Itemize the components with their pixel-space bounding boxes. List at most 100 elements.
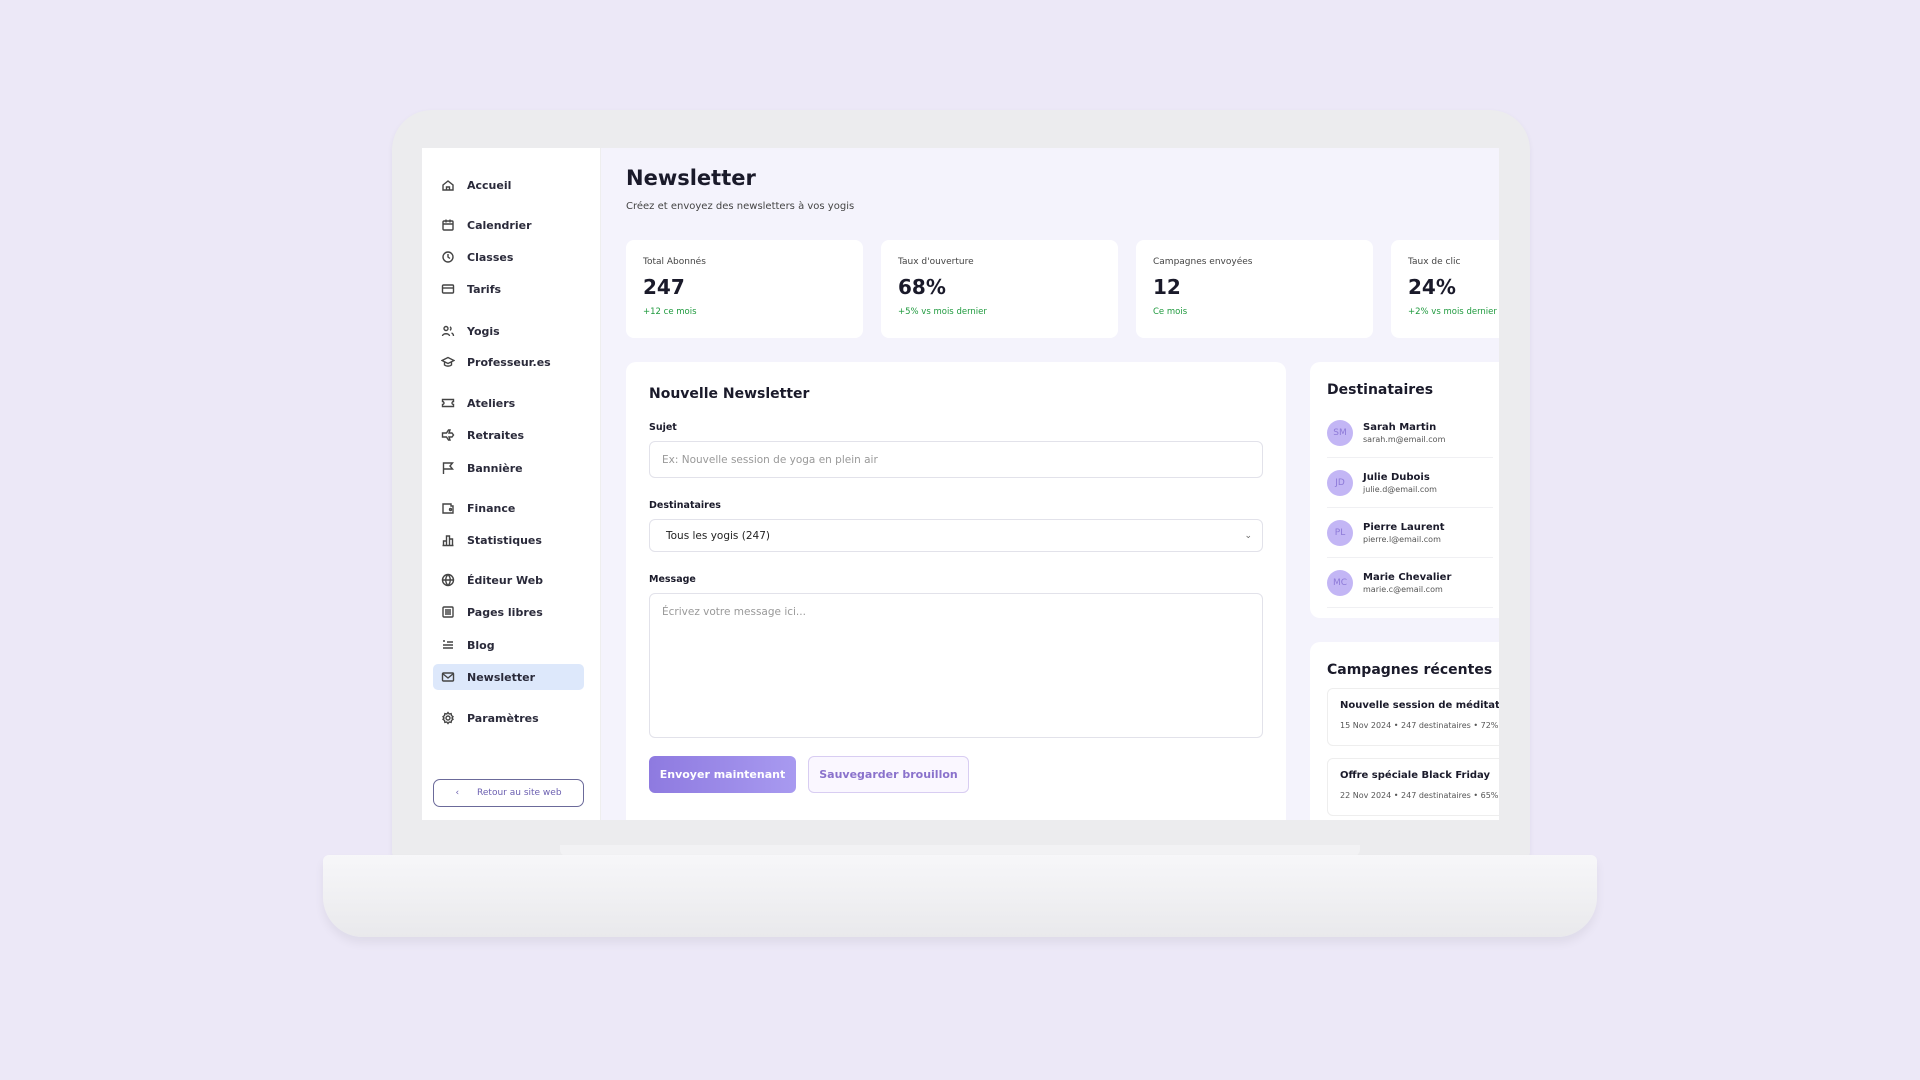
avatar: MC: [1327, 569, 1353, 596]
sidebar-item-param-tres[interactable]: Paramètres: [433, 705, 584, 731]
campaign-meta: 15 Nov 2024 • 247 destinataires • 72%: [1340, 721, 1499, 730]
recipient-item[interactable]: MC Marie Chevalier marie.c@email.com: [1327, 558, 1493, 608]
ticket-icon: [441, 396, 455, 410]
stat-label: Taux de clic: [1408, 257, 1461, 267]
subject-label: Sujet: [649, 422, 677, 433]
gear-icon: [441, 711, 455, 725]
campaign-meta: 22 Nov 2024 • 247 destinataires • 65%: [1340, 791, 1499, 800]
recipient-item[interactable]: SM Sarah Martin sarah.m@email.com: [1327, 408, 1493, 458]
sidebar-item-newsletter[interactable]: Newsletter: [433, 664, 584, 690]
globe-icon: [441, 573, 455, 587]
recipient-name: Sarah Martin: [1363, 421, 1437, 433]
recipients-select[interactable]: Tous les yogis (247) ⌄: [649, 519, 1263, 552]
sidebar-item-label: Bannière: [467, 461, 523, 475]
laptop-base: [323, 855, 1597, 937]
sidebar-item-label: Newsletter: [467, 670, 536, 684]
sidebar-item-tarifs[interactable]: Tarifs: [433, 276, 584, 302]
avatar: SM: [1327, 419, 1353, 446]
stat-card: Taux de clic 24% +2% vs mois dernier: [1391, 240, 1499, 338]
recipient-email: julie.d@email.com: [1363, 484, 1437, 494]
subject-input[interactable]: Ex: Nouvelle session de yoga en plein ai…: [649, 441, 1263, 478]
campaign-item[interactable]: Nouvelle session de méditation 15 Nov 202…: [1327, 688, 1499, 746]
recipient-item[interactable]: JD Julie Dubois julie.d@email.com: [1327, 458, 1493, 508]
recipient-email: sarah.m@email.com: [1363, 434, 1446, 444]
stat-label: Campagnes envoyées: [1153, 257, 1253, 267]
sidebar-item-label: Statistiques: [467, 533, 542, 547]
save-draft-button[interactable]: Sauvegarder brouillon: [808, 756, 969, 793]
stat-value: 68%: [898, 275, 946, 299]
back-to-website-button[interactable]: ‹ Retour au site web: [433, 779, 584, 807]
form-title: Nouvelle Newsletter: [649, 386, 810, 402]
recipients-label: Destinataires: [649, 500, 721, 511]
sidebar-item-calendrier[interactable]: Calendrier: [433, 212, 584, 238]
sidebar-item-yogis[interactable]: Yogis: [433, 318, 584, 344]
credit-card-icon: [441, 282, 455, 296]
stat-value: 12: [1153, 275, 1181, 299]
sidebar-item-label: Retraites: [467, 428, 525, 442]
sidebar-item-label: Yogis: [467, 324, 500, 338]
stat-change: +2% vs mois dernier: [1408, 307, 1497, 317]
page-subtitle: Créez et envoyez des newsletters à vos y…: [626, 201, 855, 212]
stat-change: Ce mois: [1153, 307, 1188, 317]
sidebar-item-label: Classes: [467, 250, 514, 264]
sidebar-item-label: Ateliers: [467, 396, 516, 410]
stat-change: +5% vs mois dernier: [898, 307, 987, 317]
page-title: Newsletter: [626, 166, 756, 190]
mail-icon: [441, 670, 455, 684]
sidebar-item-éditeur-web[interactable]: Éditeur Web: [433, 567, 584, 593]
clock-icon: [441, 250, 455, 264]
document-icon: [441, 605, 455, 619]
sidebar-item-label: Blog: [467, 638, 495, 652]
recipients-card: Destinataires SM Sarah Martin sarah.m@emai…: [1310, 362, 1499, 618]
stat-label: Total Abonnés: [643, 257, 706, 267]
recipient-name: Pierre Laurent: [1363, 521, 1445, 533]
recent-campaigns-card: Campagnes récentes Nouvelle session de m…: [1310, 642, 1499, 820]
calendar-icon: [441, 218, 455, 232]
avatar: PL: [1327, 519, 1353, 546]
stat-card: Taux d'ouverture 68% +5% vs mois dernier: [881, 240, 1118, 338]
plane-icon: [441, 428, 455, 442]
campaign-title: Nouvelle session de méditation: [1340, 700, 1499, 711]
recipient-email: pierre.l@email.com: [1363, 534, 1441, 544]
wallet-icon: [441, 501, 455, 515]
laptop-screen: ‹ Retour au site web Accueil Calendrier Cl…: [422, 148, 1499, 820]
stat-value: 24%: [1408, 275, 1456, 299]
sidebar-item-label: Éditeur Web: [467, 573, 544, 587]
sidebar-item-label: Paramètres: [467, 711, 539, 725]
new-newsletter-form: Nouvelle Newsletter Sujet Ex: Nouvelle s…: [626, 362, 1286, 820]
sidebar-item-banni-re[interactable]: Bannière: [433, 455, 584, 481]
send-now-button[interactable]: Envoyer maintenant: [649, 756, 796, 793]
sidebar-item-professeur-es[interactable]: Professeur.es: [433, 349, 584, 375]
stat-change: +12 ce mois: [643, 307, 697, 317]
sidebar-item-label: Calendrier: [467, 218, 532, 232]
recipient-item[interactable]: PL Pierre Laurent pierre.l@email.com: [1327, 508, 1493, 558]
recipient-name: Marie Chevalier: [1363, 571, 1452, 583]
home-icon: [441, 178, 455, 192]
stat-label: Taux d'ouverture: [898, 257, 974, 267]
sidebar-item-classes[interactable]: Classes: [433, 244, 584, 270]
sidebar: ‹ Retour au site web Accueil Calendrier Cl…: [422, 148, 601, 820]
campaigns-title: Campagnes récentes: [1327, 662, 1493, 678]
sidebar-item-label: Finance: [467, 501, 516, 515]
campaign-item[interactable]: Offre spéciale Black Friday 22 Nov 2024 •…: [1327, 758, 1499, 816]
message-label: Message: [649, 574, 696, 585]
sidebar-item-label: Pages libres: [467, 605, 543, 619]
sidebar-item-accueil[interactable]: Accueil: [433, 172, 584, 198]
sidebar-item-ateliers[interactable]: Ateliers: [433, 390, 584, 416]
graduation-cap-icon: [441, 355, 455, 369]
recipients-title: Destinataires: [1327, 382, 1434, 398]
blog-icon: [441, 638, 455, 652]
sidebar-item-pages-libres[interactable]: Pages libres: [433, 599, 584, 625]
recipient-name: Julie Dubois: [1363, 471, 1430, 483]
chevron-left-icon: ‹: [455, 788, 460, 798]
message-textarea[interactable]: Écrivez votre message ici...: [649, 593, 1263, 738]
sidebar-item-blog[interactable]: Blog: [433, 632, 584, 658]
campaign-title: Offre spéciale Black Friday: [1340, 770, 1491, 781]
flag-icon: [441, 461, 455, 475]
users-icon: [441, 324, 455, 338]
sidebar-item-finance[interactable]: Finance: [433, 495, 584, 521]
stat-card: Campagnes envoyées 12 Ce mois: [1136, 240, 1373, 338]
sidebar-item-statistiques[interactable]: Statistiques: [433, 527, 584, 553]
sidebar-item-retraites[interactable]: Retraites: [433, 422, 584, 448]
main-content: Newsletter Créez et envoyez des newslett…: [626, 148, 1499, 820]
